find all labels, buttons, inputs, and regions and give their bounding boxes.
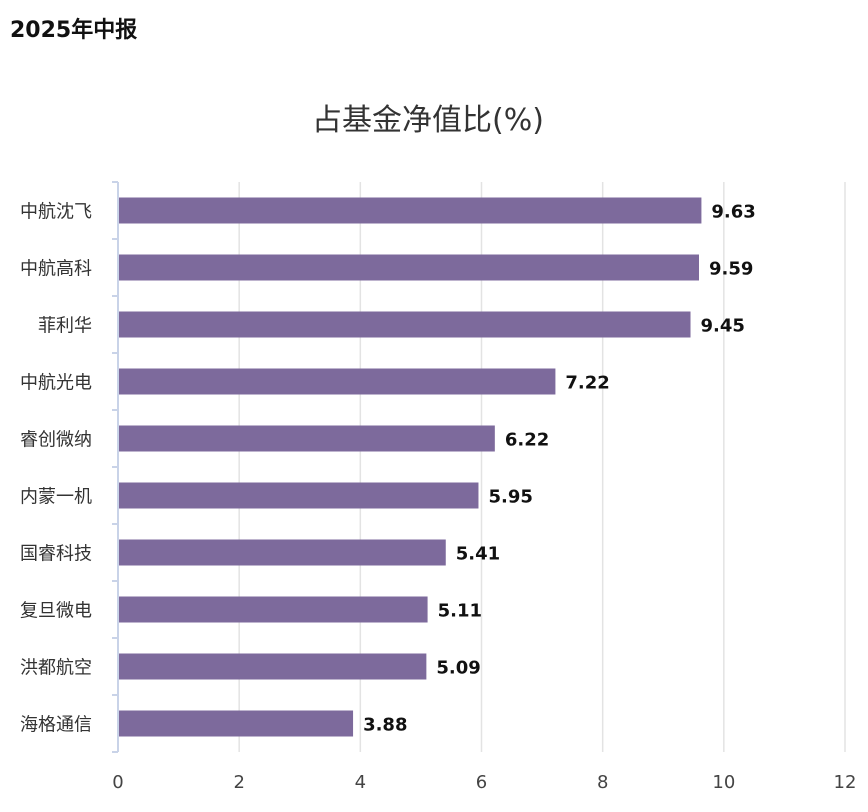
x-tick-label: 6: [476, 772, 487, 793]
category-label: 海格通信: [20, 715, 92, 736]
bar: [119, 425, 495, 452]
bar: [119, 311, 691, 338]
bar: [119, 482, 479, 509]
category-label: 洪都航空: [20, 658, 92, 679]
y-axis: [112, 181, 119, 753]
bars: [119, 197, 702, 737]
value-label: 5.41: [456, 544, 500, 565]
value-label: 9.59: [709, 259, 753, 280]
category-label: 国睿科技: [20, 544, 92, 565]
x-tick-label: 10: [712, 772, 735, 793]
bar: [119, 653, 427, 680]
value-label: 6.22: [505, 430, 549, 451]
bar: [119, 539, 446, 566]
x-tick-labels: 0 2 4 6 8 10 12: [112, 772, 856, 793]
category-label: 中航光电: [20, 373, 92, 394]
category-label: 菲利华: [38, 316, 92, 337]
category-label: 睿创微纳: [20, 430, 92, 451]
x-tick-label: 0: [112, 772, 123, 793]
category-label: 中航沈飞: [20, 202, 92, 223]
value-labels: 9.63 9.59 9.45 7.22 6.22 5.95 5.41 5.11 5.09 3.88: [363, 202, 756, 736]
value-label: 9.45: [701, 316, 745, 337]
value-label: 7.22: [565, 373, 609, 394]
bar: [119, 596, 428, 623]
category-label: 中航高科: [20, 259, 92, 280]
value-label: 5.11: [438, 601, 482, 622]
x-tick-label: 12: [834, 772, 857, 793]
value-label: 5.95: [488, 487, 532, 508]
category-label: 内蒙一机: [20, 487, 92, 508]
x-tick-label: 2: [233, 772, 244, 793]
x-tick-label: 8: [597, 772, 608, 793]
value-label: 5.09: [436, 658, 480, 679]
x-tick-label: 4: [355, 772, 366, 793]
value-label: 3.88: [363, 715, 407, 736]
chart-title: 占基金净值比(%): [312, 103, 544, 138]
bar: [119, 710, 354, 737]
page-title: 2025年中报: [10, 18, 138, 43]
bar: [119, 368, 556, 395]
category-label: 复旦微电: [20, 601, 92, 622]
bar: [119, 197, 702, 224]
value-label: 9.63: [711, 202, 755, 223]
bar: [119, 254, 699, 281]
